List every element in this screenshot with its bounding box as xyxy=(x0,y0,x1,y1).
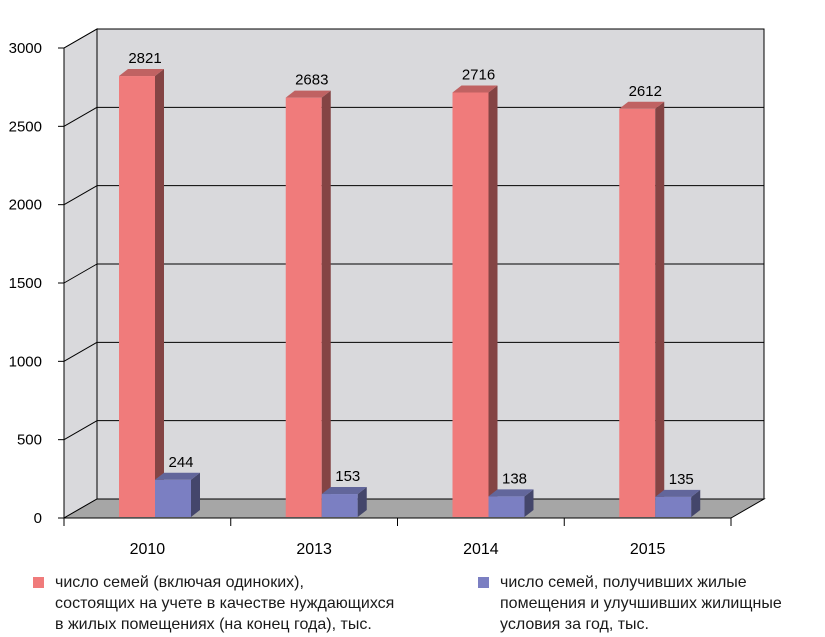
legend-label-series-2: число семей, получивших жилые помещения … xyxy=(500,572,782,635)
bar-front xyxy=(452,92,489,517)
bar-front xyxy=(321,494,358,517)
y-tick-label: 0 xyxy=(34,510,42,527)
bar-series-2 xyxy=(155,472,200,517)
bar-side xyxy=(155,69,164,517)
bar-top xyxy=(619,101,665,109)
bar-side xyxy=(321,90,331,517)
bar-side xyxy=(488,85,498,517)
axes: 0 500 1000 1500 2000 2500 3000 2010 2013 2014 2015 xyxy=(9,40,732,558)
bar-front xyxy=(119,76,155,517)
gridline xyxy=(63,420,98,441)
legend-label-line: в жилых помещениях (на конец года), тыс. xyxy=(55,616,372,633)
bar-front xyxy=(155,479,191,517)
gridline xyxy=(63,341,98,362)
y-tick-label: 500 xyxy=(17,432,42,449)
bar-top xyxy=(452,85,498,93)
bar-front xyxy=(619,108,656,517)
bar-top xyxy=(119,69,164,77)
data-label: 2821 xyxy=(128,50,161,67)
y-tick-label: 2500 xyxy=(9,118,42,135)
bar-series-1 xyxy=(619,101,665,517)
gridline xyxy=(63,263,98,284)
bar-series-1 xyxy=(285,90,331,517)
bar-series-2 xyxy=(321,487,367,517)
legend-swatch-series-2 xyxy=(478,577,489,588)
data-label: 153 xyxy=(335,468,360,485)
legend-label-line: условия за год, тыс. xyxy=(500,616,649,633)
bar-side xyxy=(191,472,200,517)
legend-item-series-2: число семей, получивших жилые помещения … xyxy=(478,572,782,635)
bar-top xyxy=(321,487,367,495)
bar-top xyxy=(155,472,200,480)
data-labels: 2821 244 2683 153 2716 138 2612 135 xyxy=(128,50,693,488)
data-label: 2612 xyxy=(629,83,662,100)
bar-top xyxy=(285,90,331,98)
bar-series-1 xyxy=(119,69,164,517)
legend-label-line: число семей, получивших жилые xyxy=(500,574,747,591)
data-label: 135 xyxy=(669,471,694,488)
y-tick-label: 2000 xyxy=(9,197,42,214)
legend-label-series-1: число семей (включая одиноких), состоящи… xyxy=(55,572,394,635)
x-tick-label: 2013 xyxy=(296,541,332,558)
data-label: 138 xyxy=(502,470,527,487)
gridline xyxy=(63,185,98,206)
legend-label-line: состоящих на учете в качестве нуждающихс… xyxy=(55,595,395,612)
gridline xyxy=(63,28,98,49)
bar-series-2 xyxy=(655,489,701,517)
bar-top xyxy=(655,489,701,497)
bar-front xyxy=(285,97,322,517)
x-tick-label: 2015 xyxy=(630,541,666,558)
y-tick-label: 3000 xyxy=(9,40,42,57)
bar-top xyxy=(488,489,534,497)
bar-side xyxy=(691,489,701,517)
x-tick-label: 2014 xyxy=(463,541,499,558)
y-tick-label: 1000 xyxy=(9,353,42,370)
y-tick-label: 1500 xyxy=(9,275,42,292)
data-label: 2683 xyxy=(295,72,328,89)
bar-chart: 0 500 1000 1500 2000 2500 3000 2010 2013 2014 2015… xyxy=(9,28,766,558)
legend-swatch-series-1 xyxy=(33,577,44,588)
data-label: 2716 xyxy=(462,66,495,83)
bar-series-2 xyxy=(488,489,534,517)
bar-side xyxy=(524,489,534,517)
legend-label-line: помещения и улучшивших жилищные xyxy=(500,595,782,612)
bar-side xyxy=(655,101,665,517)
gridline xyxy=(63,106,98,127)
bar-front xyxy=(488,496,525,517)
bar-front xyxy=(655,496,692,517)
x-tick-label: 2010 xyxy=(130,541,166,558)
legend-label-line: число семей (включая одиноких), xyxy=(55,574,304,591)
bar-series-1 xyxy=(452,85,498,517)
bars xyxy=(119,69,701,517)
bar-side xyxy=(357,487,367,517)
legend-item-series-1: число семей (включая одиноких), состоящи… xyxy=(33,572,394,635)
data-label: 244 xyxy=(168,454,193,471)
